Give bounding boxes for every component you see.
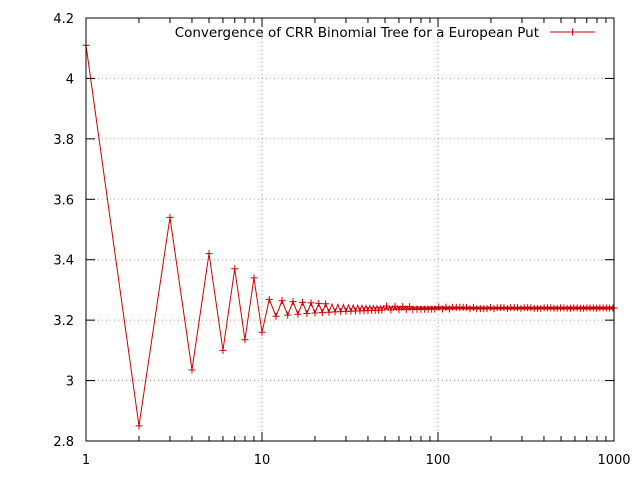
series-layer (82, 41, 618, 430)
data-point (378, 306, 386, 314)
data-point (311, 309, 319, 317)
y-tick-label: 4 (66, 72, 74, 87)
data-point (205, 250, 213, 258)
data-point (500, 304, 508, 312)
data-point (391, 302, 399, 310)
y-tick-label: 3.6 (53, 193, 74, 208)
legend: Convergence of CRR Binomial Tree for a E… (175, 25, 595, 41)
plot-frame (85, 17, 615, 442)
data-point (527, 304, 535, 312)
data-point (462, 303, 470, 311)
data-point (537, 304, 545, 312)
data-point (395, 306, 403, 314)
data-point (219, 346, 227, 354)
data-point (442, 303, 450, 311)
data-point (307, 299, 315, 307)
x-tick-label: 10 (254, 453, 271, 468)
axis-ticks: 2.8 3 3.2 3.4 3.6 3.8 4 4.2 1 10 100 1000 (53, 12, 630, 468)
data-point (383, 302, 391, 310)
data-point (241, 336, 249, 344)
y-tick-label: 3.4 (53, 254, 74, 269)
data-point (322, 300, 330, 308)
x-tick-label: 100 (426, 453, 451, 468)
data-point (387, 306, 395, 314)
data-point (258, 328, 266, 336)
data-point (231, 265, 239, 273)
data-point (188, 366, 196, 374)
y-tick-label: 2.8 (53, 435, 74, 450)
x-tick-label: 1 (82, 453, 90, 468)
data-point (406, 303, 414, 311)
y-tick-label: 3.2 (53, 314, 74, 329)
data-point (517, 304, 525, 312)
data-point (402, 306, 410, 314)
y-tick-label: 4.2 (53, 12, 74, 27)
data-point (278, 297, 286, 305)
data-point (325, 308, 333, 316)
x-tick-label: 1000 (597, 453, 630, 468)
series-markers (82, 41, 618, 430)
series-line (85, 45, 615, 426)
data-point (490, 305, 498, 313)
data-point (514, 304, 522, 312)
data-point (431, 305, 439, 313)
data-point (318, 309, 326, 317)
data-point (469, 303, 477, 311)
data-point (466, 305, 474, 313)
data-point (435, 303, 443, 311)
data-point (483, 305, 491, 313)
legend-marker-plus (569, 28, 576, 36)
data-point (503, 304, 511, 312)
data-point (399, 302, 407, 310)
data-point (166, 213, 174, 221)
data-point (289, 298, 297, 306)
data-point (265, 295, 273, 303)
grid-lines (86, 18, 614, 441)
data-point (487, 304, 495, 312)
y-tick-label: 3.8 (53, 133, 74, 148)
data-point (135, 422, 143, 430)
legend-marker (569, 28, 576, 36)
data-point (303, 310, 311, 318)
data-point (315, 299, 323, 307)
y-tick-label: 3 (66, 375, 74, 390)
data-point (438, 305, 446, 313)
data-point (272, 312, 280, 320)
data-point (445, 305, 453, 313)
data-point (250, 274, 258, 282)
data-point (299, 298, 307, 306)
legend-label: Convergence of CRR Binomial Tree for a E… (175, 25, 539, 41)
data-point (284, 311, 292, 319)
data-point (294, 310, 302, 318)
